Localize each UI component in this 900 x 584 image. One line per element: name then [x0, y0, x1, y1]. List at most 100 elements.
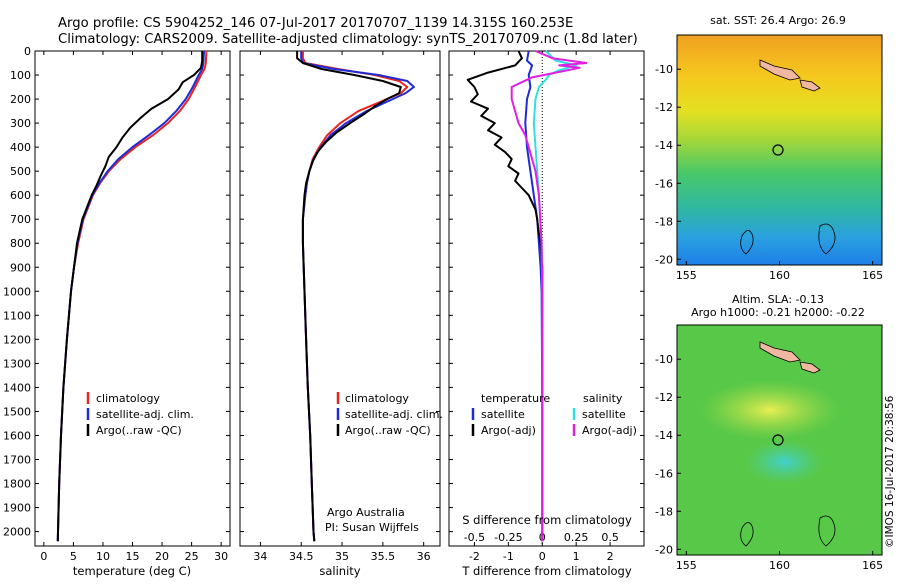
depth-tick-label: 100 — [10, 69, 31, 82]
lon-tick-label: 155 — [676, 559, 697, 572]
depth-tick-label: 1800 — [3, 478, 31, 491]
legend-label-argo: Argo(..raw -QC) — [345, 424, 431, 437]
sst-map — [676, 34, 883, 266]
depth-tick-label: 2000 — [3, 526, 31, 539]
bathymetry-contour — [818, 223, 836, 255]
x2-tick-label: -0.5 — [464, 531, 485, 544]
depth-tick-label: 1100 — [3, 309, 31, 322]
legend-label-temp-argo: Argo(-adj) — [481, 424, 536, 437]
bathymetry-contour — [740, 230, 754, 255]
sst-map-title: sat. SST: 26.4 Argo: 26.9 — [710, 14, 846, 27]
depth-tick-label: 0 — [24, 45, 31, 58]
depth-tick-label: 1300 — [3, 357, 31, 370]
salinity-note-1: Argo Australia — [327, 506, 405, 519]
lat-tick-label: -20 — [655, 543, 673, 556]
difference-panel — [448, 50, 645, 547]
x-tick-label: 20 — [155, 550, 169, 563]
sal-diff-argo — [510, 50, 588, 542]
lat-tick-label: -16 — [655, 177, 673, 190]
sla-map-title-2: Argo h1000: -0.21 h2000: -0.22 — [691, 306, 865, 319]
depth-tick-label: 1200 — [3, 333, 31, 346]
header-line-1: Argo profile: CS 5904252_146 07-Jul-2017… — [58, 16, 573, 31]
x2-tick-label: 0.5 — [601, 531, 619, 544]
x-tick-label: 35.5 — [371, 550, 396, 563]
depth-tick-label: 1700 — [3, 453, 31, 466]
lat-tick-label: -10 — [655, 353, 673, 366]
sla-map-title-1: Altim. SLA: -0.13 — [732, 293, 824, 306]
salinity-legend: climatology satellite-adj. clim. Argo(..… — [325, 392, 443, 534]
salinity-xlabel: salinity — [319, 564, 360, 578]
x-tick-label: 15 — [126, 550, 140, 563]
temperature-xlabel: temperature (deg C) — [73, 564, 191, 578]
x-tick-label: 5 — [70, 550, 77, 563]
depth-tick-label: 1900 — [3, 502, 31, 515]
legend-label-climatology: climatology — [345, 392, 409, 405]
legend-label-satellite: satellite-adj. clim. — [96, 408, 194, 421]
lat-tick-label: -14 — [655, 139, 673, 152]
depth-tick-label: 1500 — [3, 405, 31, 418]
x-tick-label: 10 — [96, 550, 110, 563]
x-tick-label: 34.5 — [289, 550, 314, 563]
legend-label-climatology: climatology — [96, 392, 160, 405]
depth-tick-label: 500 — [10, 165, 31, 178]
salinity-line-argo — [296, 51, 402, 542]
lat-tick-label: -14 — [655, 429, 673, 442]
x-tick-label: 34 — [253, 550, 267, 563]
lat-tick-label: -18 — [655, 505, 673, 518]
x-tick-label: 36 — [417, 550, 431, 563]
x2-tick-label: -0.25 — [494, 531, 522, 544]
temperature-panel — [34, 50, 231, 547]
sla-high-anomaly — [700, 380, 840, 440]
x-tick-label: 0 — [539, 550, 546, 563]
island-icon — [799, 79, 821, 92]
depth-tick-label: 800 — [10, 237, 31, 250]
depth-tick-label: 1400 — [3, 381, 31, 394]
x-tick-label: 30 — [214, 550, 228, 563]
x-tick-label: 35 — [335, 550, 349, 563]
x-tick-label: 1 — [573, 550, 580, 563]
legend-label-satellite: satellite-adj. clim. — [345, 408, 443, 421]
depth-tick-label: 700 — [10, 213, 31, 226]
profile-location-marker — [772, 144, 784, 156]
island-icon — [759, 59, 801, 81]
sla-map-field — [676, 324, 883, 556]
island-icon — [759, 341, 801, 363]
temperature-line-argo — [56, 51, 204, 542]
imos-stamp: ©IMOS 16-Jul-2017 20:38:56 — [884, 395, 896, 548]
salinity-panel — [239, 50, 441, 547]
legend-label-sal-satellite: satellite — [582, 408, 626, 421]
diff-bottom-xlabel: T difference from climatology — [461, 564, 632, 578]
header-line-2: Climatology: CARS2009. Satellite-adjuste… — [58, 32, 638, 47]
x-tick-label: -2 — [469, 550, 480, 563]
lat-tick-label: -12 — [655, 101, 673, 114]
depth-tick-label: 200 — [10, 93, 31, 106]
island-icon — [799, 361, 821, 374]
legend-label-sal-argo: Argo(-adj) — [582, 424, 637, 437]
lat-tick-label: -10 — [655, 63, 673, 76]
legend-label-argo: Argo(..raw -QC) — [96, 424, 182, 437]
x-tick-label: 0 — [40, 550, 47, 563]
difference-legend: temperature satellite Argo(-adj) salinit… — [471, 392, 637, 437]
lat-tick-label: -16 — [655, 467, 673, 480]
lon-tick-label: 165 — [862, 269, 883, 282]
depth-tick-label: 600 — [10, 189, 31, 202]
depth-tick-label: 1000 — [3, 285, 31, 298]
salinity-note-2: PI: Susan Wijffels — [325, 521, 419, 534]
legend-label-temp-satellite: satellite — [481, 408, 525, 421]
depth-tick-label: 400 — [10, 141, 31, 154]
lat-tick-label: -12 — [655, 391, 673, 404]
lat-tick-label: -20 — [655, 253, 673, 266]
x2-tick-label: 0.25 — [564, 531, 589, 544]
profile-location-marker — [772, 434, 784, 446]
lon-tick-label: 155 — [676, 269, 697, 282]
bathymetry-contour — [818, 515, 836, 547]
bathymetry-contour — [740, 522, 754, 547]
temperature-legend: climatology satellite-adj. clim. Argo(..… — [86, 392, 194, 437]
x-tick-label: 25 — [185, 550, 199, 563]
depth-tick-label: 300 — [10, 117, 31, 130]
legend-label-temperature: temperature — [481, 392, 550, 405]
sla-map — [676, 324, 883, 556]
x-tick-label: 2 — [607, 550, 614, 563]
lon-tick-label: 165 — [862, 559, 883, 572]
lon-tick-label: 160 — [769, 269, 790, 282]
